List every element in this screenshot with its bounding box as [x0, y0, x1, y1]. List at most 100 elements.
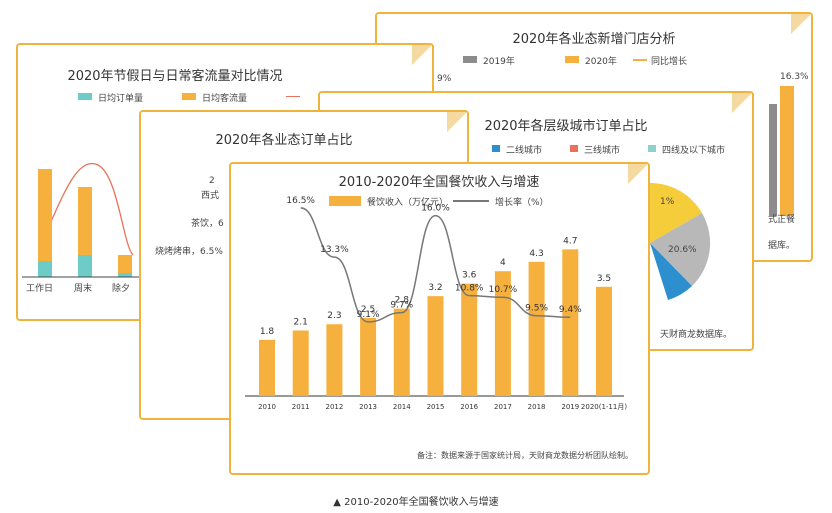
growth-rate-line: [300, 207, 571, 323]
revenue-bar-label: 2.8: [395, 296, 410, 306]
revenue-bar-label: 2.3: [327, 311, 341, 321]
revenue-bar: [259, 339, 275, 396]
x-tick-label: 2020(1-11月): [581, 403, 627, 411]
legend-label-growth: 增长率（%）: [495, 196, 549, 208]
legend-label-traffic: 日均客流量: [202, 94, 248, 104]
pie-label-1: 1%: [660, 197, 675, 207]
legend-swatch-revenue: [329, 196, 361, 206]
revenue-bar: [562, 249, 579, 396]
holiday-x-label-1: 周末: [74, 284, 93, 294]
pie-slice-blue: [650, 243, 692, 300]
x-tick-label: 2019: [561, 403, 579, 411]
holiday-bar-workday-orders: [38, 261, 52, 277]
revenue-bar: [393, 308, 410, 396]
main-chart-title: 2010-2020年全国餐饮收入与增速: [339, 174, 540, 190]
holiday-trend-line: [45, 162, 134, 256]
x-tick-label: 2012: [325, 403, 343, 411]
source-text: 天财商龙数据库。: [660, 330, 733, 340]
x-label: 式正餐: [768, 215, 796, 225]
card-city-title: 2020年各层级城市订单占比: [484, 119, 648, 134]
page-fold: [732, 93, 752, 113]
card-format-title: 2020年各业态订单占比: [215, 133, 353, 148]
page-fold: [791, 14, 811, 34]
holiday-chart: [22, 162, 143, 278]
legend-label-revenue: 餐饮收入（万亿元）: [367, 196, 448, 208]
format-label-western: 西式: [201, 191, 220, 201]
growth-rate-label: 16.5%: [286, 196, 315, 206]
top-left-percent: 9%: [437, 74, 452, 84]
legend-line-swatch: [286, 96, 300, 97]
x-tick-label: 2017: [494, 403, 512, 411]
format-mark: 2: [209, 176, 215, 186]
revenue-bar-label: 3.6: [462, 271, 477, 281]
legend-swatch-2019: [463, 56, 477, 63]
legend-label-orders: 日均订单量: [98, 94, 144, 104]
legend-swatch-traffic: [182, 93, 196, 100]
growth-rate-label: 10.8%: [455, 284, 484, 294]
pie-slice-yellow: [650, 182, 702, 243]
card-holiday-title: 2020年节假日与日常客流量对比情况: [67, 69, 283, 84]
format-label-tea: 茶饮，6: [191, 219, 224, 229]
figure-caption: ▲ 2010-2020年全国餐饮收入与增速: [333, 497, 499, 508]
holiday-bar-weekend-traffic: [78, 187, 92, 255]
x-tick-label: 2013: [359, 403, 377, 411]
growth-rate-label: 9.1%: [357, 310, 380, 320]
growth-rate-label: 13.3%: [320, 245, 349, 255]
page-fold: [628, 164, 648, 184]
holiday-bar-eve-traffic: [118, 255, 132, 273]
growth-rate-label: 9.5%: [525, 304, 548, 314]
main-chart-note: 备注：数据来源于国家统计局，天财商龙数据分析团队绘制。: [417, 450, 633, 460]
holiday-x-label-2: 除夕: [112, 284, 131, 294]
legend-line-yoy: [633, 59, 647, 61]
revenue-bar-label: 2.1: [294, 317, 308, 327]
pie-slice-gray: [650, 213, 711, 286]
x-tick-label: 2018: [528, 403, 546, 411]
legend-label-tier2: 二线城市: [506, 146, 543, 156]
x-tick-label: 2014: [393, 403, 411, 411]
revenue-bar-label: 4: [500, 258, 506, 268]
growth-rate-label: 10.7%: [489, 285, 518, 295]
holiday-bar-workday-traffic: [38, 169, 52, 261]
x-tick-label: 2015: [427, 403, 445, 411]
holiday-x-label-0: 工作日: [26, 284, 54, 294]
growth-rate-label: 16.0%: [421, 204, 450, 214]
revenue-bar: [461, 283, 478, 396]
revenue-bar-label: 2.5: [361, 305, 375, 315]
revenue-bar-label: 4.7: [563, 236, 577, 246]
growth-rate-label: 9.4%: [559, 305, 582, 315]
x-tick-label: 2010: [258, 403, 276, 411]
legend-label-tier4: 四线及以下城市: [662, 146, 726, 156]
revenue-bar-label: 3.5: [597, 274, 611, 284]
legend-swatch-tier2: [492, 145, 500, 152]
city-pie: [650, 182, 711, 300]
page-fold: [412, 45, 432, 65]
legend-label-yoy: 同比增长: [651, 57, 688, 67]
revenue-bar: [326, 324, 343, 396]
holiday-bar-eve-orders: [118, 273, 132, 277]
pie-label-2: 20.6%: [668, 245, 697, 255]
bar-2020: [780, 86, 794, 216]
holiday-bar-weekend-orders: [78, 255, 92, 277]
legend-swatch-tier4: [648, 145, 656, 152]
card-store-growth-title: 2020年各业态新增门店分析: [512, 32, 676, 47]
revenue-bar-label: 1.8: [260, 327, 275, 337]
legend-label-2020: 2020年: [585, 57, 617, 67]
legend-label-2019: 2019年: [483, 57, 515, 67]
revenue-bar-label: 3.2: [428, 283, 442, 293]
x-tick-label: 2011: [292, 403, 310, 411]
revenue-bar-label: 4.3: [529, 249, 543, 259]
revenue-bar: [528, 261, 545, 396]
pct-label: 16.3%: [780, 72, 809, 82]
x-tick-label: 2016: [460, 403, 478, 411]
legend-swatch-orders: [78, 93, 92, 100]
revenue-bar: [427, 296, 444, 396]
bar-2019: [769, 104, 777, 216]
growth-rate-label: 9.7%: [390, 301, 413, 311]
revenue-bar: [360, 318, 377, 396]
revenue-bar: [292, 330, 309, 396]
format-label-bbq: 烧烤烤串，6.5%: [155, 247, 223, 257]
legend-swatch-2020: [565, 56, 579, 63]
legend-swatch-tier3: [570, 145, 578, 152]
source-text: 据库。: [768, 241, 796, 251]
